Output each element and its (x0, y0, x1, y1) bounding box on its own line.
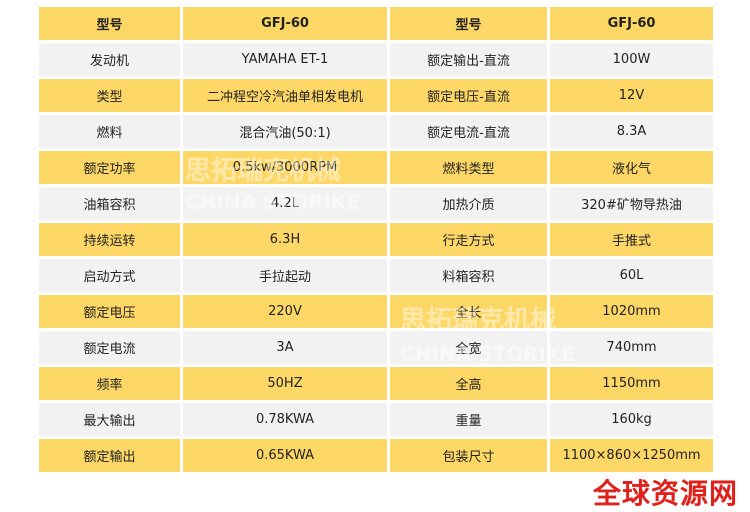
spec-value: 手拉起动 (183, 259, 387, 292)
table-row: 频率 50HZ 全高 1150mm (39, 367, 713, 400)
spec-label: 持续运转 (39, 223, 180, 256)
spec-label: 燃料 (39, 115, 180, 148)
spec-label: 额定功率 (39, 151, 180, 184)
spec-value: 液化气 (550, 151, 713, 184)
spec-label: 全长 (390, 295, 547, 328)
spec-table: 型号 GFJ-60 型号 GFJ-60 发动机 YAMAHA ET-1 额定输出-直流 100… (36, 4, 716, 475)
spec-value: 0.78KWA (183, 403, 387, 436)
table-row: 燃料 混合汽油(50:1) 额定电流-直流 8.3A (39, 115, 713, 148)
spec-label: 额定电压 (39, 295, 180, 328)
spec-label: 额定电压-直流 (390, 79, 547, 112)
spec-value: 二冲程空冷汽油单相发电机 (183, 79, 387, 112)
spec-value: YAMAHA ET-1 (183, 43, 387, 76)
spec-value: GFJ-60 (550, 7, 713, 40)
spec-label: 行走方式 (390, 223, 547, 256)
table-row: 额定电流 3A 全宽 740mm (39, 331, 713, 364)
table-row: 类型 二冲程空冷汽油单相发电机 额定电压-直流 12V (39, 79, 713, 112)
spec-value: 100W (550, 43, 713, 76)
spec-label: 额定电流-直流 (390, 115, 547, 148)
table-row: 最大输出 0.78KWA 重量 160kg (39, 403, 713, 436)
spec-label: 频率 (39, 367, 180, 400)
spec-label: 料箱容积 (390, 259, 547, 292)
table-row: 额定电压 220V 全长 1020mm (39, 295, 713, 328)
spec-label: 类型 (39, 79, 180, 112)
table-row: 额定输出 0.65KWA 包装尺寸 1100×860×1250mm (39, 439, 713, 472)
spec-value: 4.2L (183, 187, 387, 220)
spec-label: 加热介质 (390, 187, 547, 220)
spec-value: 3A (183, 331, 387, 364)
spec-label: 最大输出 (39, 403, 180, 436)
spec-value: 0.5kw/3000RPM (183, 151, 387, 184)
table-row: 额定功率 0.5kw/3000RPM 燃料类型 液化气 (39, 151, 713, 184)
spec-label: 型号 (39, 7, 180, 40)
spec-value: 混合汽油(50:1) (183, 115, 387, 148)
table-row: 发动机 YAMAHA ET-1 额定输出-直流 100W (39, 43, 713, 76)
spec-value: 1020mm (550, 295, 713, 328)
spec-value: 0.65KWA (183, 439, 387, 472)
spec-label: 启动方式 (39, 259, 180, 292)
table-row: 油箱容积 4.2L 加热介质 320#矿物导热油 (39, 187, 713, 220)
spec-label: 全宽 (390, 331, 547, 364)
table-row: 持续运转 6.3H 行走方式 手推式 (39, 223, 713, 256)
spec-label: 型号 (390, 7, 547, 40)
spec-label: 包装尺寸 (390, 439, 547, 472)
spec-value: 740mm (550, 331, 713, 364)
table-row: 启动方式 手拉起动 料箱容积 60L (39, 259, 713, 292)
spec-value: 6.3H (183, 223, 387, 256)
site-watermark: 全球资源网 (592, 477, 738, 510)
spec-label: 额定输出 (39, 439, 180, 472)
spec-value: GFJ-60 (183, 7, 387, 40)
spec-label: 发动机 (39, 43, 180, 76)
spec-label: 全高 (390, 367, 547, 400)
spec-value: 8.3A (550, 115, 713, 148)
spec-value: 50HZ (183, 367, 387, 400)
spec-value: 220V (183, 295, 387, 328)
spec-value: 手推式 (550, 223, 713, 256)
spec-label: 重量 (390, 403, 547, 436)
spec-value: 1150mm (550, 367, 713, 400)
spec-value: 12V (550, 79, 713, 112)
spec-value: 60L (550, 259, 713, 292)
header-row: 型号 GFJ-60 型号 GFJ-60 (39, 7, 713, 40)
spec-label: 额定电流 (39, 331, 180, 364)
spec-value: 320#矿物导热油 (550, 187, 713, 220)
spec-label: 燃料类型 (390, 151, 547, 184)
spec-value: 1100×860×1250mm (550, 439, 713, 472)
spec-label: 额定输出-直流 (390, 43, 547, 76)
spec-label: 油箱容积 (39, 187, 180, 220)
spec-value: 160kg (550, 403, 713, 436)
